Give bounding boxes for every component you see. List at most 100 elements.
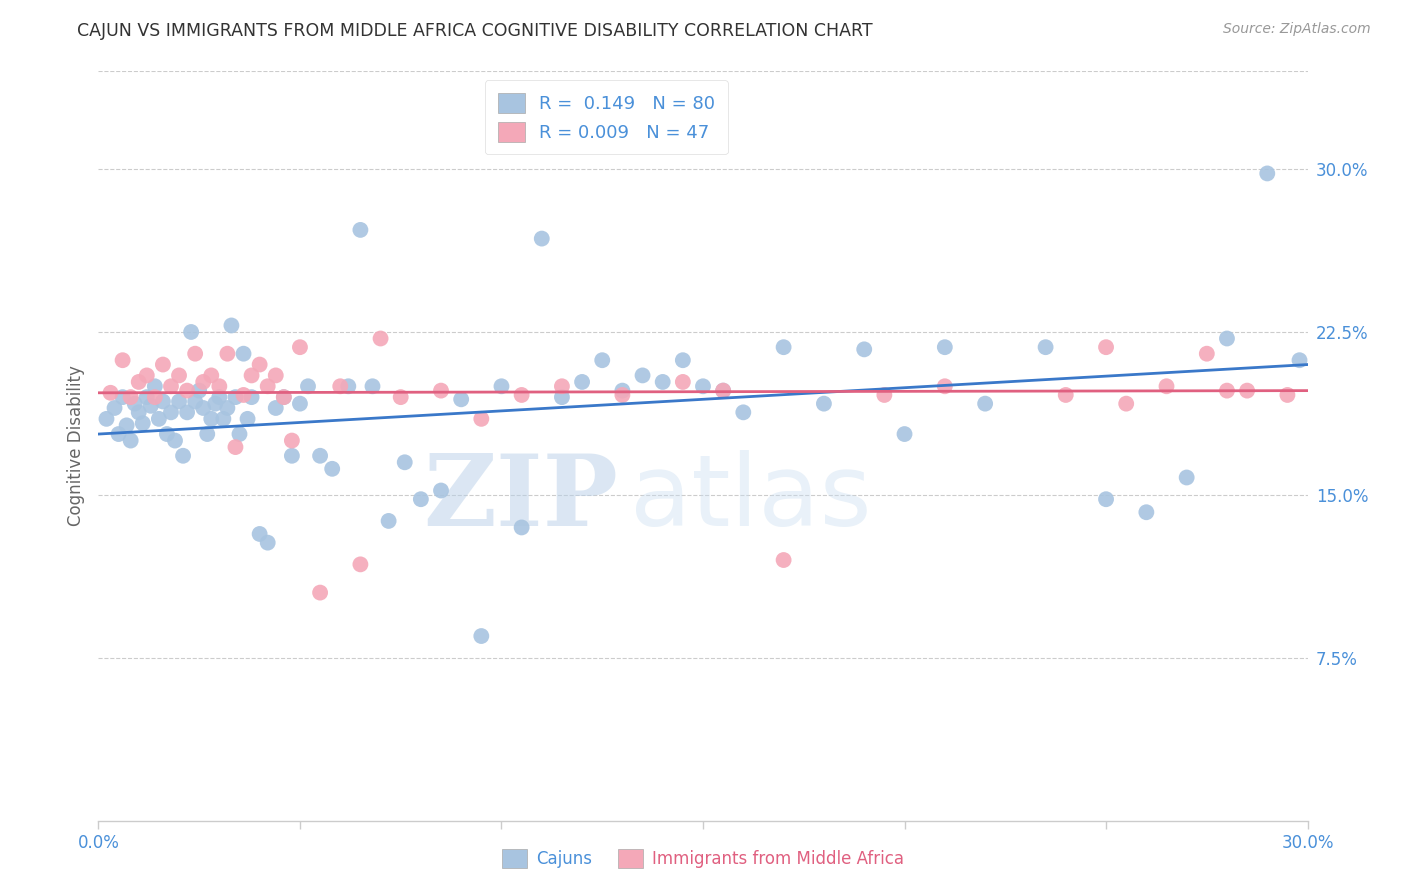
Point (281, 449, 304, 463)
Point (692, 379, 714, 393)
Point (281, 434, 304, 448)
Point (172, 449, 194, 463)
Point (389, 390, 412, 404)
Point (120, 434, 142, 448)
Point (711, 384, 734, 398)
Point (591, 353, 613, 368)
Point (370, 331, 392, 345)
Point (139, 399, 162, 413)
Point (124, 397, 146, 411)
Point (1095, 492, 1118, 507)
Point (167, 368, 190, 383)
Point (193, 375, 215, 389)
Y-axis label: Cognitive Disability: Cognitive Disability (66, 366, 84, 526)
Point (184, 347, 207, 361)
Point (813, 397, 835, 411)
Point (934, 340, 956, 354)
Point (394, 455, 416, 469)
Point (309, 585, 332, 599)
Point (1095, 340, 1118, 354)
Point (612, 384, 634, 398)
Point (232, 388, 254, 402)
Point (256, 535, 278, 549)
Point (193, 401, 215, 415)
Point (143, 379, 166, 393)
Point (111, 353, 134, 368)
Point (1175, 470, 1198, 484)
Point (120, 390, 142, 404)
Point (152, 394, 174, 409)
Point (491, 379, 513, 393)
Point (143, 390, 166, 404)
Point (180, 325, 202, 339)
Point (128, 405, 150, 419)
Point (232, 347, 254, 361)
Point (212, 412, 235, 426)
Point (470, 629, 492, 643)
Point (1135, 505, 1157, 519)
Point (176, 384, 198, 398)
Text: ZIP: ZIP (423, 450, 619, 547)
Point (530, 231, 553, 245)
Point (256, 379, 278, 393)
Point (221, 318, 243, 333)
Point (160, 405, 183, 419)
Point (188, 384, 211, 398)
Point (651, 375, 673, 389)
Point (132, 416, 155, 430)
Point (510, 520, 533, 534)
Point (631, 368, 654, 383)
Point (100, 385, 122, 400)
Point (309, 449, 332, 463)
Point (612, 388, 634, 402)
Point (711, 384, 734, 398)
Point (240, 368, 263, 383)
Point (772, 553, 794, 567)
Point (273, 390, 295, 404)
Text: CAJUN VS IMMIGRANTS FROM MIDDLE AFRICA COGNITIVE DISABILITY CORRELATION CHART: CAJUN VS IMMIGRANTS FROM MIDDLE AFRICA C… (77, 22, 873, 40)
Point (551, 379, 574, 393)
Point (217, 347, 239, 361)
Point (409, 492, 432, 507)
Point (974, 397, 997, 411)
Point (111, 390, 134, 404)
Point (264, 368, 287, 383)
Point (107, 427, 129, 442)
Point (224, 390, 246, 404)
Point (156, 427, 179, 442)
Point (1256, 166, 1278, 180)
Point (297, 379, 319, 393)
Point (103, 401, 125, 415)
Point (96, 412, 118, 426)
Point (1156, 379, 1178, 393)
Point (571, 375, 593, 389)
Point (853, 343, 876, 357)
Point (1054, 388, 1077, 402)
Point (1236, 384, 1258, 398)
Point (204, 397, 226, 411)
Point (249, 358, 271, 372)
Point (236, 412, 259, 426)
Point (228, 427, 250, 442)
Point (1195, 347, 1218, 361)
Point (176, 405, 198, 419)
Text: Source: ZipAtlas.com: Source: ZipAtlas.com (1223, 22, 1371, 37)
Point (672, 375, 695, 389)
Point (551, 390, 574, 404)
Point (288, 397, 311, 411)
Point (152, 358, 174, 372)
Point (1115, 397, 1137, 411)
Point (195, 427, 218, 442)
Point (264, 401, 287, 415)
Point (224, 440, 246, 454)
Point (430, 483, 453, 498)
Point (135, 390, 157, 404)
Point (240, 390, 263, 404)
Point (184, 394, 207, 409)
Point (1216, 384, 1239, 398)
Text: atlas: atlas (630, 450, 872, 547)
Point (163, 434, 186, 448)
Point (772, 340, 794, 354)
Point (450, 392, 472, 407)
Point (208, 390, 231, 404)
